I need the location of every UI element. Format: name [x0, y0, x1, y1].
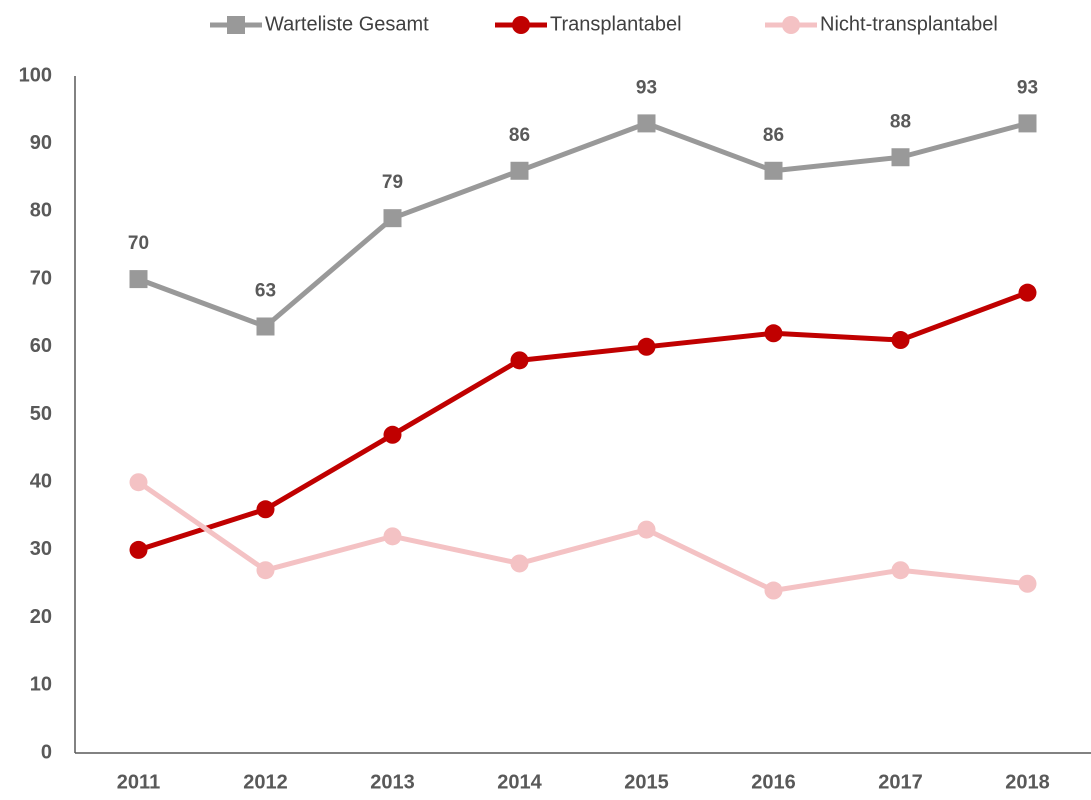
data-point: [510, 554, 529, 573]
data-point: [891, 148, 910, 167]
data-point: [1018, 283, 1037, 302]
data-point: [1018, 574, 1037, 593]
data-point: [129, 540, 148, 559]
x-tick-label: 2011: [117, 771, 160, 793]
data-point: [764, 161, 783, 180]
legend-marker: [227, 16, 245, 34]
data-point: [764, 324, 783, 343]
x-tick-label: 2014: [497, 771, 542, 793]
legend-label: Nicht-transplantabel: [820, 13, 998, 35]
y-tick-label: 40: [30, 470, 52, 492]
data-label: 88: [890, 111, 911, 132]
x-tick-label: 2017: [878, 771, 923, 793]
data-label: 93: [1017, 77, 1038, 98]
y-tick-label: 10: [30, 674, 52, 696]
y-tick-label: 90: [30, 132, 52, 154]
y-tick-label: 80: [30, 200, 52, 222]
data-point: [1018, 114, 1037, 133]
legend-label: Transplantabel: [550, 13, 682, 35]
legend-marker: [512, 16, 530, 34]
data-label: 93: [636, 77, 657, 98]
data-point: [256, 317, 275, 336]
data-point: [129, 473, 148, 492]
x-tick-label: 2012: [243, 771, 288, 793]
y-tick-label: 50: [30, 403, 52, 425]
data-label: 63: [255, 281, 276, 302]
data-point: [256, 561, 275, 580]
x-tick-label: 2018: [1005, 771, 1050, 793]
y-tick-label: 70: [30, 267, 52, 289]
data-point: [256, 500, 275, 519]
data-label: 70: [128, 233, 149, 254]
y-tick-label: 20: [30, 606, 52, 628]
data-point: [383, 425, 402, 444]
y-tick-label: 100: [19, 64, 52, 86]
data-point: [383, 527, 402, 546]
x-tick-label: 2015: [624, 771, 669, 793]
data-label: 79: [382, 172, 403, 193]
data-point: [510, 161, 529, 180]
series-line: [137, 480, 1028, 594]
x-tick-label: 2016: [751, 771, 796, 793]
y-tick-label: 0: [41, 741, 52, 763]
legend-marker: [782, 16, 800, 34]
data-point: [637, 114, 656, 133]
y-tick-label: 30: [30, 538, 52, 560]
data-point: [510, 351, 529, 370]
data-point: [891, 331, 910, 350]
legend-label: Warteliste Gesamt: [265, 13, 429, 35]
data-point: [764, 581, 783, 600]
data-point: [891, 561, 910, 580]
data-label: 86: [509, 125, 530, 146]
data-label: 86: [763, 125, 784, 146]
data-point: [637, 520, 656, 539]
series-line: [137, 120, 1029, 329]
data-point: [129, 270, 148, 289]
y-tick-label: 60: [30, 335, 52, 357]
data-point: [637, 337, 656, 356]
x-tick-label: 2013: [370, 771, 415, 793]
data-point: [383, 209, 402, 228]
series-line: [137, 290, 1029, 553]
